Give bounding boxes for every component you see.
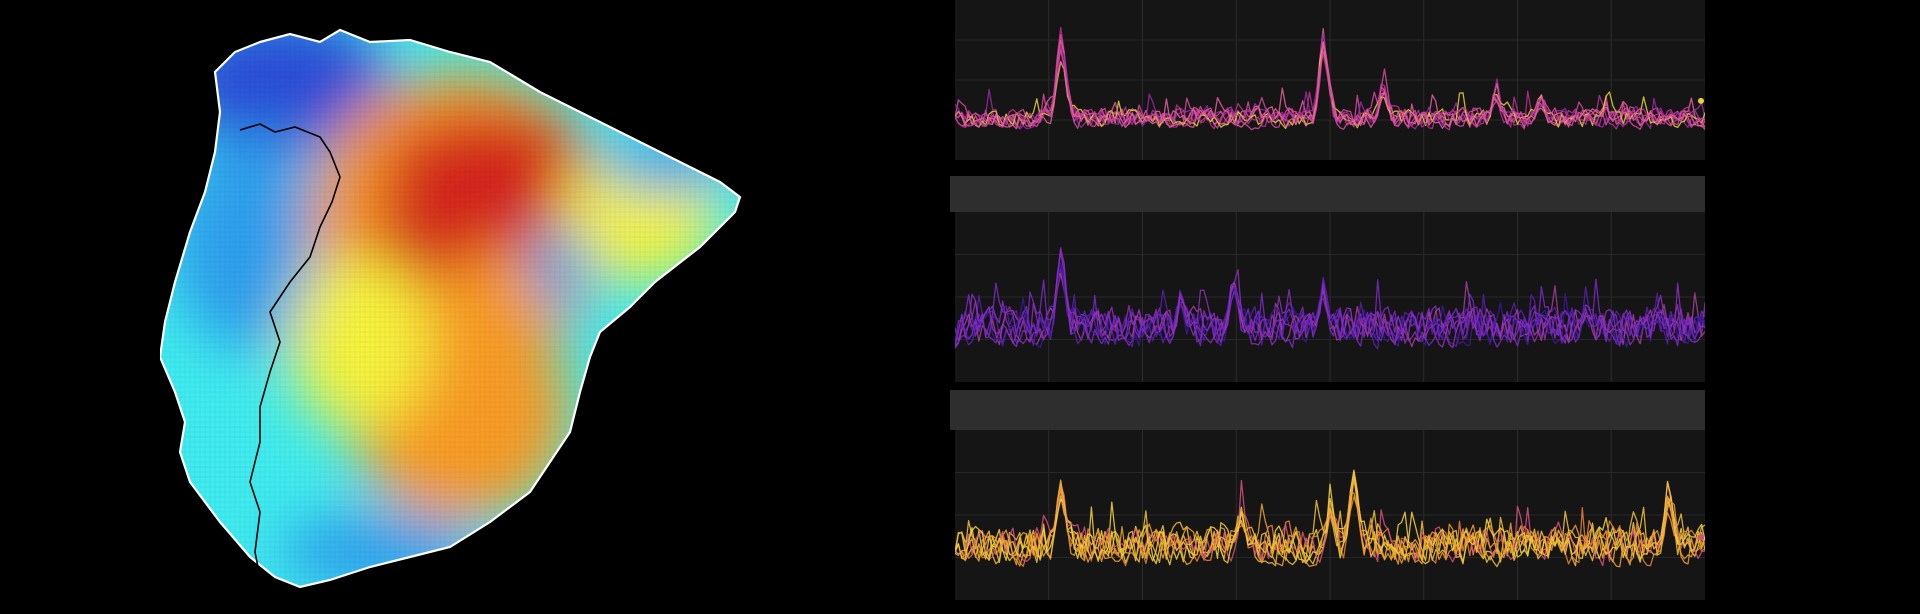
timeseries-chart-magenta [955,0,1705,160]
timeseries-panel [950,0,1705,614]
chart-svg-2 [955,212,1705,382]
iberia-heatmap-svg [160,28,742,589]
chart-separator-2 [950,390,1705,430]
heatmap-fill [160,30,740,587]
chart-svg-1 [955,0,1705,160]
timeseries-chart-yellow [955,430,1705,600]
portugal-spain-border [239,123,341,578]
chart-separator-1 [950,176,1705,212]
series-line [955,247,1705,349]
chart-svg-3 [955,430,1705,600]
series-line [955,483,1705,568]
series-line [955,41,1705,131]
timeseries-chart-purple [955,212,1705,382]
iberia-heatmap [160,12,930,602]
series-end-marker [1698,97,1704,104]
series-line [955,41,1705,130]
series-end-marker [1698,534,1704,541]
series-end-marker [1698,316,1704,323]
